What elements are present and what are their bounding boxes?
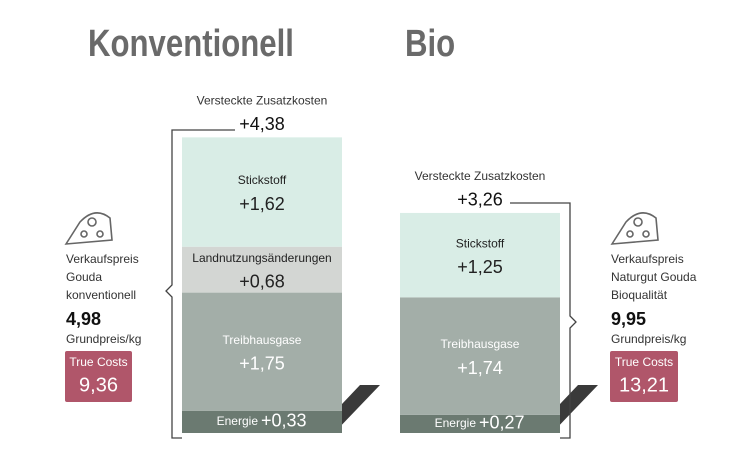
segment-name: Treibhausgase (223, 333, 302, 347)
true-costs-box (65, 351, 132, 402)
decor (64, 129, 659, 439)
bracket (165, 129, 235, 439)
shadow (552, 385, 598, 433)
bar-segment (400, 212, 560, 298)
segment-value: +0,27 (479, 413, 525, 433)
bar-segment (182, 246, 342, 293)
product-line: Naturgut Gouda (611, 270, 697, 284)
segment-value: +1,74 (457, 358, 503, 378)
product-line: konventionell (66, 288, 136, 302)
product-line: Bioqualität (611, 288, 668, 302)
segment-value: +1,62 (239, 194, 285, 214)
hidden-costs-value: +3,26 (457, 190, 503, 210)
column-title: Konventionell (88, 23, 294, 65)
product-line: Verkaufspreis (66, 252, 139, 266)
segment-name: Landnutzungsänderungen (192, 251, 331, 265)
true-costs-label: True Costs (69, 355, 127, 369)
bar-segment (400, 297, 560, 415)
true-costs-box (610, 351, 678, 402)
segment-value: +0,33 (261, 411, 307, 431)
bar-segment (182, 410, 342, 433)
true-costs-value: 13,21 (619, 374, 669, 396)
unit: Grundpreis/kg (611, 332, 686, 346)
segment-value: +1,75 (239, 353, 285, 373)
shadow (334, 385, 380, 433)
unit: Grundpreis/kg (66, 332, 141, 346)
bracket (510, 202, 577, 439)
price: 9,95 (611, 309, 646, 329)
cheese-icon (64, 212, 659, 245)
true-costs-value: 9,36 (79, 374, 118, 396)
hidden-costs-label: Versteckte Zusatzkosten (197, 94, 328, 108)
hidden-costs-label: Versteckte Zusatzkosten (415, 169, 546, 183)
bar-segment (182, 292, 342, 411)
segment-name: Energie (217, 414, 259, 428)
segment-value: +0,68 (239, 271, 285, 291)
product-line: Verkaufspreis (611, 252, 684, 266)
segment-name: Treibhausgase (441, 337, 520, 351)
hidden-costs-value: +4,38 (239, 114, 285, 134)
segment-name: Energie (435, 416, 477, 430)
segment-name: Stickstoff (456, 236, 505, 250)
true-costs-label: True Costs (615, 355, 673, 369)
price: 4,98 (66, 309, 101, 329)
bar-segment (400, 414, 560, 433)
segment-value: +1,25 (457, 257, 503, 277)
segment-name: Stickstoff (238, 173, 287, 187)
bar-segment (182, 137, 342, 247)
column-title: Bio (405, 23, 455, 65)
product-line: Gouda (66, 270, 102, 284)
